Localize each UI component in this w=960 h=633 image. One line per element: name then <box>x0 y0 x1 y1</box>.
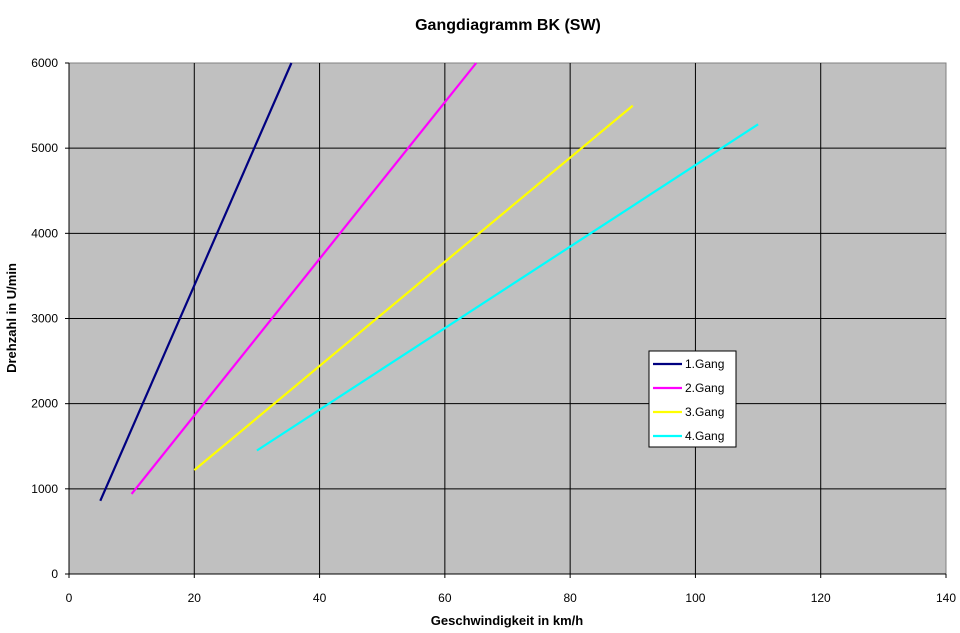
y-tick-label: 3000 <box>31 312 58 326</box>
legend-label: 3.Gang <box>685 405 724 419</box>
x-tick-label: 80 <box>563 591 577 605</box>
y-tick-label: 5000 <box>31 141 58 155</box>
y-axis-title: Drehzahl in U/min <box>4 263 19 373</box>
legend-label: 4.Gang <box>685 429 724 443</box>
x-tick-label: 20 <box>188 591 202 605</box>
legend-box <box>648 350 737 448</box>
x-tick-label: 140 <box>936 591 956 605</box>
legend: 1.Gang 2.Gang 3.Gang 4.Gang <box>648 350 737 448</box>
legend-label: 2.Gang <box>685 381 724 395</box>
chart-title: Gangdiagramm BK (SW) <box>415 17 601 34</box>
x-tick-label: 100 <box>685 591 705 605</box>
x-axis-title: Geschwindigkeit in km/h <box>431 613 583 628</box>
series-layer <box>99 62 759 502</box>
grid-horizontal <box>69 147 946 490</box>
y-tick-label: 4000 <box>31 226 58 240</box>
x-axis: 0 20 40 60 80 100 120 140 <box>66 573 956 605</box>
y-axis: 0 1000 2000 3000 4000 5000 6000 <box>31 56 70 581</box>
x-tick-label: 120 <box>811 591 831 605</box>
y-tick-label: 6000 <box>31 56 58 70</box>
series-line-3-gang <box>193 104 634 471</box>
legend-label: 1.Gang <box>685 357 724 371</box>
x-tick-label: 0 <box>66 591 73 605</box>
y-tick-label: 0 <box>51 567 58 581</box>
series-line-1-gang <box>99 62 293 502</box>
y-tick-label: 2000 <box>31 397 58 411</box>
x-tick-label: 40 <box>313 591 327 605</box>
series-line-2-gang <box>130 62 478 495</box>
y-tick-label: 1000 <box>31 482 58 496</box>
x-tick-label: 60 <box>438 591 452 605</box>
series-line-4-gang <box>256 123 759 452</box>
